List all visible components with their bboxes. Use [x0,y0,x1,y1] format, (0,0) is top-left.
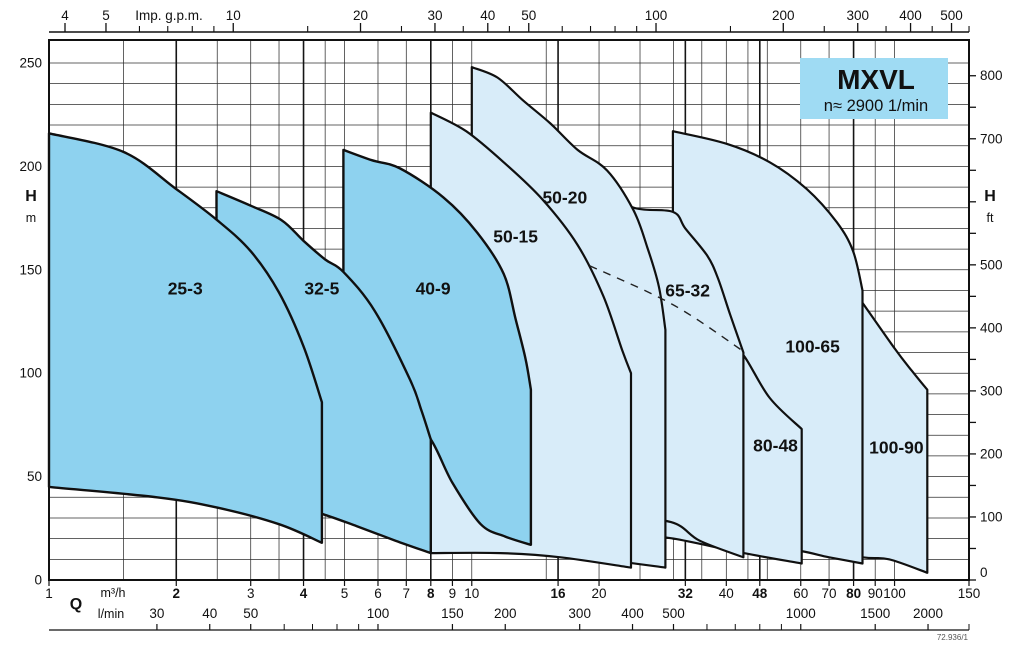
right-axis-h-label: H [984,188,996,205]
m3h-tick-48: 48 [752,586,768,601]
top-tick-10: 10 [226,8,241,23]
right-tick-500: 500 [980,257,1003,272]
rotation-speed: n≈ 2900 1/min [824,97,928,115]
dashed-guide-line [589,265,746,354]
left-tick-250: 250 [19,56,42,71]
top-tick-200: 200 [772,8,795,23]
m3h-tick-5: 5 [341,586,349,601]
m3h-tick-60: 60 [793,586,808,601]
top-tick-40: 40 [480,8,495,23]
plot-border [48,39,970,581]
model-label-32-5: 32-5 [304,278,339,298]
lmin-tick-200: 200 [494,606,517,621]
m3h-tick-8: 8 [427,586,435,601]
lmin-tick-100: 100 [367,606,390,621]
top-axis-unit-label: Imp. g.p.m. [135,8,203,23]
lmin-tick-400: 400 [621,606,644,621]
flow-unit-m3h: m³/h [101,586,126,600]
pump-range-areas [47,66,929,574]
lmin-tick-300: 300 [568,606,591,621]
left-tick-0: 0 [34,573,42,588]
m3h-tick-90: 90 [868,586,883,601]
top-tick-100: 100 [645,8,668,23]
top-tick-50: 50 [521,8,536,23]
model-label-50-15: 50-15 [493,227,538,247]
top-tick-20: 20 [353,8,368,23]
left-tick-200: 200 [19,159,42,174]
series-model-name: MXVL [837,64,915,95]
left-axis-h-label: H [25,188,37,205]
top-tick-5: 5 [102,8,110,23]
m3h-tick-7: 7 [403,586,411,601]
m3h-tick-70: 70 [822,586,837,601]
lmin-tick-1000: 1000 [786,606,816,621]
flow-axis-q-label: Q [70,596,82,613]
model-label-50-20: 50-20 [542,187,587,207]
right-tick-0: 0 [980,565,988,580]
model-label-65-32: 65-32 [665,280,710,300]
m3h-tick-32: 32 [678,586,693,601]
left-tick-100: 100 [19,366,42,381]
top-tick-300: 300 [846,8,869,23]
model-label-25-3: 25-3 [168,278,203,298]
m3h-tick-2: 2 [173,586,181,601]
right-tick-200: 200 [980,446,1003,461]
left-tick-150: 150 [19,262,42,277]
m3h-tick-1: 1 [45,586,53,601]
m3h-tick-9: 9 [449,586,457,601]
right-tick-800: 800 [980,68,1003,83]
lmin-tick-2000: 2000 [913,606,943,621]
m3h-tick-100: 100 [883,586,906,601]
model-label-80-48: 80-48 [753,436,798,456]
stage-limit-dashed-line [589,265,746,354]
lmin-tick-150: 150 [441,606,464,621]
axes-ticks-and-values: 4 5 10 20 30 40 50 100 200 300 400 5000501001502002… [19,8,1003,631]
right-tick-400: 400 [980,320,1003,335]
top-tick-500: 500 [940,8,963,23]
model-label-100-65: 100-65 [785,336,840,356]
m3h-tick-16: 16 [551,586,567,601]
top-tick-400: 400 [899,8,922,23]
m3h-tick-150: 150 [958,586,981,601]
m3h-tick-6: 6 [374,586,382,601]
lmin-tick-1500: 1500 [860,606,890,621]
m3h-tick-4: 4 [300,586,308,601]
title-box-background [800,58,948,119]
m3h-tick-20: 20 [592,586,607,601]
model-label-100-90: 100-90 [869,438,924,458]
flow-unit-lmin: l/min [98,607,124,621]
lmin-tick-50: 50 [243,606,258,621]
m3h-tick-80: 80 [846,586,861,601]
right-tick-100: 100 [980,509,1003,524]
m3h-tick-3: 3 [247,586,255,601]
top-tick-4: 4 [61,8,69,23]
m3h-tick-40: 40 [719,586,734,601]
m3h-tick-10: 10 [464,586,479,601]
document-reference-number: 72.936/1 [937,633,969,642]
left-axis-unit-m: m [26,211,36,225]
left-tick-50: 50 [27,469,42,484]
title-box: MXVL n≈ 2900 1/min [800,58,948,119]
lmin-tick-30: 30 [149,606,164,621]
lmin-tick-500: 500 [662,606,685,621]
right-axis-unit-ft: ft [987,211,994,225]
lmin-tick-40: 40 [202,606,217,621]
model-label-40-9: 40-9 [416,278,451,298]
right-tick-700: 700 [980,131,1003,146]
right-tick-300: 300 [980,383,1003,398]
top-tick-30: 30 [427,8,442,23]
range-area-25-3 [47,132,324,544]
